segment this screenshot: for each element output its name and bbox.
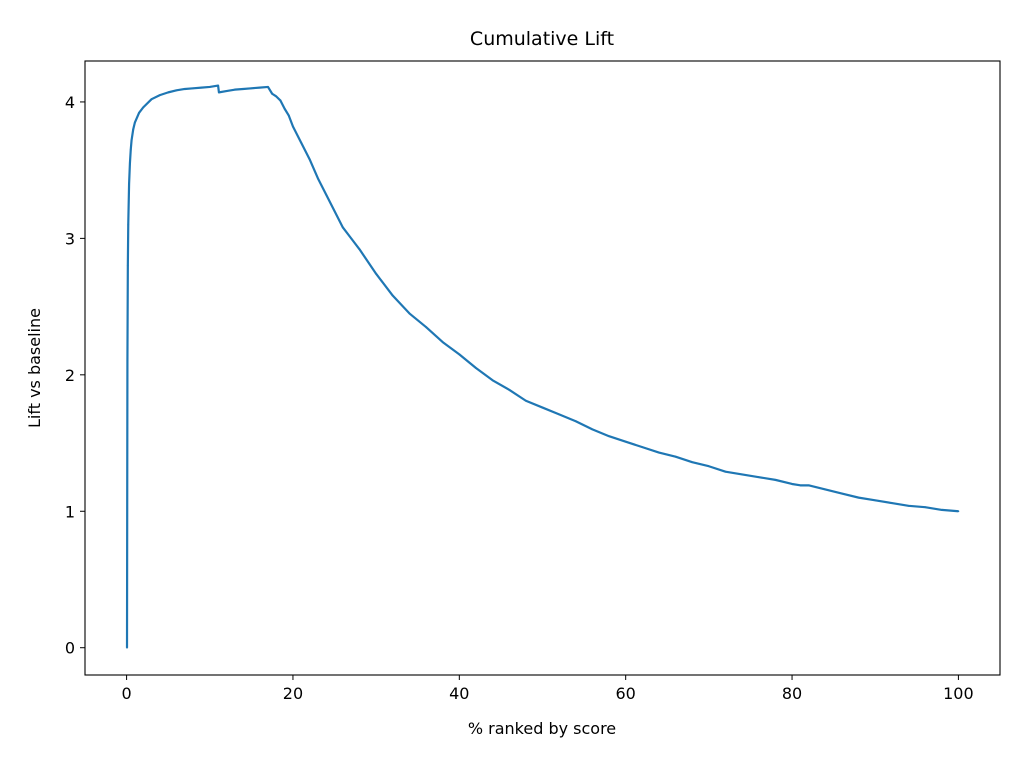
- lift-data-point: [691, 461, 694, 464]
- lift-data-point: [957, 510, 960, 513]
- lift-data-point: [508, 388, 511, 391]
- lift-data-point: [225, 90, 228, 92]
- lift-data-point: [375, 272, 378, 275]
- series-layer: [125, 84, 960, 649]
- y-tick-label: 2: [65, 366, 75, 385]
- lift-data-point: [333, 210, 336, 212]
- lift-data-point: [341, 226, 344, 229]
- lift-data-point: [129, 162, 131, 165]
- lift-data-point: [242, 88, 244, 90]
- lift-data-point: [907, 504, 910, 507]
- lift-data-point: [924, 506, 927, 509]
- y-axis-label: Lift vs baseline: [25, 308, 44, 428]
- lift-data-point: [175, 89, 178, 92]
- lift-data-point: [857, 496, 860, 499]
- lift-data-point: [874, 499, 877, 502]
- lift-data-point: [127, 223, 130, 226]
- lift-data-point: [524, 399, 527, 402]
- lift-data-point: [279, 99, 282, 102]
- x-tick-label: 80: [782, 684, 802, 703]
- lift-data-point: [128, 182, 130, 185]
- lift-data-point: [275, 95, 278, 98]
- y-tick-label: 0: [65, 639, 75, 658]
- lift-data-point: [200, 86, 203, 89]
- chart-title: Cumulative Lift: [470, 28, 614, 50]
- lift-data-point: [824, 488, 827, 491]
- lift-data-point: [126, 264, 129, 267]
- lift-data-point: [890, 502, 893, 504]
- lift-data-point: [574, 420, 577, 423]
- lift-data-point: [287, 114, 290, 117]
- lift-data-point: [271, 92, 274, 95]
- lift-data-point: [624, 440, 627, 443]
- lift-data-point: [292, 125, 294, 128]
- lift-data-point: [218, 91, 220, 94]
- lift-data-point: [641, 446, 644, 449]
- lift-data-point: [300, 141, 303, 144]
- lift-data-point: [774, 478, 777, 481]
- lift-data-point: [558, 413, 561, 416]
- lift-data-point: [841, 492, 843, 495]
- lift-data-point: [475, 367, 477, 369]
- lift-data-point: [458, 353, 461, 356]
- lift-data-point: [233, 88, 236, 91]
- x-tick-label: 100: [943, 684, 974, 703]
- lift-data-point: [408, 312, 411, 315]
- lift-data-point: [129, 148, 132, 151]
- lift-data-point: [167, 91, 170, 94]
- lift-data-point: [192, 87, 195, 90]
- lift-data-point: [126, 360, 129, 363]
- lift-data-point: [250, 87, 253, 90]
- lift-data-point: [391, 294, 394, 297]
- lift-data-point: [807, 484, 810, 487]
- axis-ticks: 0 20 40 60 80 100 0 1 2 3 4: [65, 93, 974, 703]
- x-tick-label: 60: [616, 684, 636, 703]
- lift-data-point: [134, 121, 136, 124]
- lift-data-point: [158, 94, 161, 97]
- lift-data-point: [142, 106, 145, 109]
- x-tick-label: 20: [283, 684, 303, 703]
- lift-data-point: [308, 158, 311, 161]
- y-tick-label: 4: [65, 93, 75, 112]
- lift-data-point: [724, 470, 727, 473]
- lift-data-point: [208, 86, 211, 88]
- plot-frame: [84, 60, 1001, 676]
- lift-data-point: [126, 646, 128, 649]
- lift-data-point: [491, 379, 494, 382]
- x-tick-label: 40: [449, 684, 469, 703]
- lift-data-point: [757, 476, 760, 479]
- lift-data-point: [591, 428, 594, 431]
- lift-data-point: [217, 84, 219, 87]
- lift-data-point: [674, 455, 677, 458]
- lift-data-point: [707, 465, 710, 468]
- lift-data-point: [608, 435, 610, 438]
- x-axis-label: % ranked by score: [468, 719, 616, 738]
- x-tick-label: 0: [121, 684, 131, 703]
- lift-data-point: [267, 86, 269, 88]
- lift-data-point: [130, 139, 133, 142]
- lift-data-point: [791, 483, 793, 485]
- lift-data-point: [940, 509, 943, 511]
- lift-data-point: [741, 473, 744, 476]
- lift-data-point: [283, 107, 286, 110]
- lift-data-point: [425, 326, 427, 328]
- lift-data-point: [150, 98, 153, 101]
- lift-data-point: [138, 111, 140, 114]
- lift-data-point: [541, 406, 544, 409]
- lift-data-point: [658, 451, 660, 454]
- lift-data-point: [350, 237, 353, 240]
- lift-data-point: [325, 193, 328, 196]
- lift-data-point: [799, 484, 802, 487]
- y-tick-label: 3: [65, 229, 75, 248]
- lift-data-point: [183, 88, 186, 90]
- lift-data-point: [132, 128, 135, 131]
- lift-data-point: [358, 248, 361, 251]
- lift-data-point: [441, 341, 444, 343]
- lift-data-point: [258, 86, 261, 89]
- y-tick-label: 1: [65, 502, 75, 521]
- lift-data-point: [317, 177, 319, 180]
